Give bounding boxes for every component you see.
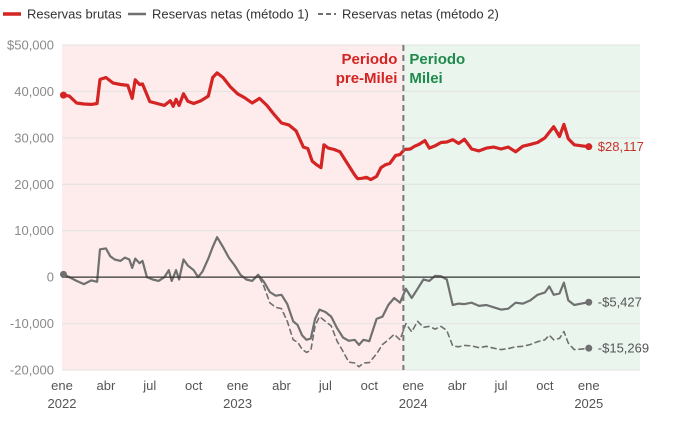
x-tick-label: oct	[536, 378, 554, 393]
x-tick-year: 2025	[574, 396, 603, 411]
x-tick-label: ene	[51, 378, 73, 393]
x-tick-label: jul	[142, 378, 156, 393]
series-start-marker-2	[59, 270, 67, 278]
y-tick-label: -20,000	[10, 363, 54, 378]
pre-milei-region	[62, 45, 404, 370]
x-tick-year: 2022	[48, 396, 77, 411]
y-tick-label: 10,000	[14, 223, 54, 238]
series-line-1	[62, 71, 591, 182]
x-tick-label: oct	[361, 378, 379, 393]
y-tick-label: 20,000	[14, 177, 54, 192]
x-tick-year: 2023	[223, 396, 252, 411]
x-tick-label: oct	[185, 378, 203, 393]
x-tick-label: jul	[493, 378, 507, 393]
series-end-marker-2	[585, 298, 593, 306]
x-tick-label: abr	[272, 378, 291, 393]
series-end-label-1: $28,117	[598, 139, 644, 154]
x-tick-label: jul	[318, 378, 332, 393]
legend-label-1: Reservas brutas	[27, 7, 122, 22]
series-end-label-2: -$5,427	[598, 295, 642, 310]
series-start-marker-1	[59, 91, 67, 99]
y-tick-label: -10,000	[10, 316, 54, 331]
pre-milei-label-line1: Periodo	[342, 51, 398, 68]
milei-region	[403, 45, 640, 370]
y-tick-label: 0	[47, 270, 54, 285]
milei-label-line2: Milei	[409, 70, 442, 87]
legend-label-2: Reservas netas (método 1)	[152, 7, 309, 22]
series-end-marker-1	[585, 143, 593, 151]
legend-label-3: Reservas netas (método 2)	[342, 7, 499, 22]
y-tick-label: 40,000	[14, 84, 54, 99]
series-line-3	[62, 236, 590, 368]
x-tick-label: ene	[227, 378, 249, 393]
series-end-label-3: -$15,269	[598, 341, 649, 356]
x-tick-label: ene	[402, 378, 424, 393]
y-tick-label: 30,000	[14, 130, 54, 145]
x-tick-year: 2024	[399, 396, 428, 411]
x-tick-label: abr	[448, 378, 467, 393]
y-tick-label: $50,000	[7, 38, 54, 53]
x-tick-label: abr	[97, 378, 116, 393]
series-end-marker-3	[585, 344, 593, 352]
pre-milei-label-line2: pre-Milei	[336, 70, 398, 87]
milei-label-line1: Periodo	[409, 51, 465, 68]
x-tick-label: ene	[578, 378, 600, 393]
